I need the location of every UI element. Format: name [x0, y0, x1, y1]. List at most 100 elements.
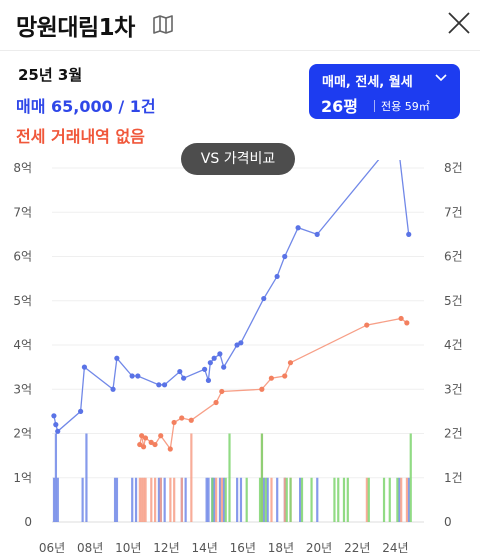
sale-volume-bar [184, 477, 187, 522]
x-tick-label: 16년 [230, 541, 256, 555]
map-icon[interactable] [152, 13, 174, 35]
sale-volume-bar [213, 477, 216, 522]
sale-data-point [156, 382, 162, 388]
sale-data-point [55, 428, 61, 434]
jeonse-volume-bar [283, 477, 286, 522]
sale-volume-bar [218, 477, 222, 522]
monthly-volume-bar [342, 477, 346, 522]
sale-data-point [205, 377, 212, 383]
x-tick-label: 14년 [191, 541, 217, 555]
y-tick-label-left: 0 [24, 515, 32, 529]
jeonse-data-point [171, 419, 177, 426]
y-axis-left: 0 1억 2억 3억 4억 5억 6억 7억 8억 [13, 161, 32, 529]
jeonse-volume-bar [140, 477, 143, 522]
sale-data-point [181, 375, 187, 381]
sale-data-point [129, 373, 135, 379]
sale-data-point [406, 231, 412, 237]
y-tick-label-left: 6억 [13, 250, 32, 264]
jeonse-volume-bar [138, 477, 141, 522]
x-tick-label: 18년 [268, 541, 294, 555]
jeonse-data-point [179, 415, 185, 421]
sale-volume-bar [157, 477, 161, 522]
monthly-volume-bar [289, 477, 292, 522]
jeonse-volume-bar [220, 477, 223, 522]
sale-data-point [81, 364, 88, 370]
chevron-down-icon [435, 74, 447, 82]
monthly-volume-bar [346, 477, 349, 522]
x-tick-label: 08년 [77, 541, 103, 555]
monthly-volume-bar [337, 477, 340, 522]
sale-volume-bar [239, 477, 243, 522]
jeonse-data-point [142, 435, 149, 441]
jeonse-data-point [148, 439, 154, 445]
y-tick-label-right: 5건 [444, 294, 463, 308]
jeonse-data-point [259, 386, 265, 392]
monthly-volume-bar [333, 477, 336, 522]
jeonse-data-point [268, 375, 274, 381]
jeonse-volume-bar [173, 477, 176, 522]
deal-type-selector[interactable]: 매매, 전세, 월세 26평 전용 59㎡ [309, 64, 460, 119]
sale-data-point [234, 342, 240, 348]
monthly-volume-bar [285, 477, 288, 522]
x-tick-label: 06년 [39, 541, 65, 555]
x-tick-label: 24년 [382, 541, 408, 555]
area-label: 전용 59㎡ [381, 100, 430, 113]
monthly-volume-bar [211, 477, 214, 522]
monthly-volume-bar [367, 477, 370, 522]
monthly-volume-bar [409, 433, 412, 522]
y-tick-label-right: 3건 [444, 382, 463, 396]
jeonse-volume-bar [400, 477, 403, 522]
jeonse-series-line [139, 317, 408, 451]
sale-volume-bar [398, 477, 401, 522]
y-tick-label-left: 8억 [13, 161, 32, 175]
jeonse-volume-bar [405, 477, 409, 522]
sale-volume-bar [52, 477, 56, 522]
monthly-volume-bar [310, 477, 313, 522]
jeonse-volume-bar [154, 477, 157, 522]
sale-volume-bar [262, 477, 265, 522]
sale-data-point [78, 408, 84, 414]
y-tick-label-left: 5억 [13, 294, 32, 308]
y-tick-label-left: 1억 [13, 471, 32, 485]
sale-price-summary: 매매 65,000 / 1건 [16, 97, 156, 116]
series-lines [53, 160, 410, 451]
jeonse-volume-bar [169, 477, 172, 522]
compare-button[interactable]: VS 가격비교 [181, 143, 295, 175]
jeonse-volume-bar [142, 477, 145, 522]
x-tick-label: 10년 [115, 541, 141, 555]
y-tick-label-left: 7억 [13, 205, 32, 219]
sale-data-point [211, 355, 217, 361]
jeonse-data-point [137, 441, 143, 448]
jeonse-data-point [364, 322, 370, 328]
monthly-volume-bar [258, 477, 262, 522]
sale-data-point [202, 366, 208, 372]
jeonse-data-point [282, 373, 288, 379]
sale-data-point [110, 386, 116, 392]
sale-volume-bar [54, 433, 58, 522]
y-tick-label-right: 2건 [444, 427, 463, 441]
sale-data-point [135, 373, 141, 379]
monthly-volume-bar [260, 433, 264, 522]
sale-data-point [261, 295, 267, 302]
jeonse-data-point [404, 320, 410, 326]
sale-volume-bar [113, 477, 117, 522]
y-tick-label-right: 1건 [444, 471, 463, 485]
sale-volume-bar [163, 477, 166, 522]
sale-volume-bar [81, 477, 84, 522]
monthly-volume-bar [228, 433, 231, 522]
close-icon[interactable] [444, 8, 474, 38]
jeonse-volume-bar [365, 477, 368, 522]
x-tick-label: 22년 [344, 541, 370, 555]
monthly-volume-bar [264, 477, 267, 522]
sale-volume-bar [276, 477, 279, 522]
monthly-volume-bar [388, 477, 391, 522]
y-tick-label-left: 2억 [13, 427, 32, 441]
page-title: 망원대림1차 [16, 15, 135, 41]
sale-data-point [177, 368, 183, 375]
sale-data-point [238, 340, 244, 346]
volume-bars [52, 433, 412, 522]
sale-volume-bar [56, 477, 59, 522]
sale-data-point [217, 351, 223, 357]
size-label: 26평 [321, 97, 358, 116]
